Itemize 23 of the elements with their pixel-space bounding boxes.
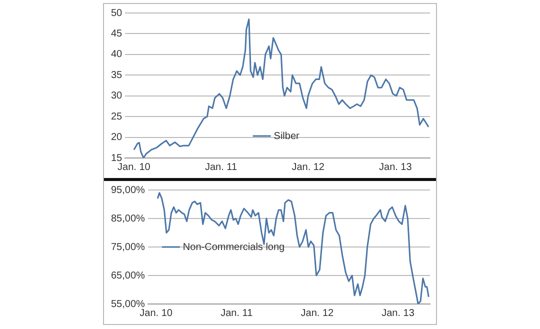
y-tick-label: 75,00% [110, 242, 146, 253]
y-tick-label: 50 [111, 8, 123, 19]
x-tick-label: Jan. 13 [379, 162, 412, 173]
y-tick-label: 65,00% [110, 270, 146, 282]
y-tick-label: 35 [111, 70, 123, 81]
y-tick-label: 45 [111, 28, 123, 40]
x-tick-label: Jan. 10 [140, 308, 173, 319]
x-tick-label: Jan. 12 [292, 162, 325, 173]
x-tick-label: Jan. 11 [204, 162, 238, 173]
y-tick-label: 40 [111, 49, 123, 60]
x-tick-label: Jan. 12 [300, 308, 334, 319]
legend-label: Silber [274, 130, 300, 142]
x-tick-label: Jan. 11 [220, 308, 254, 319]
y-tick-label: 95,00% [110, 184, 146, 196]
y-tick-label: 85,00% [110, 213, 146, 224]
y-tick-label: 15 [111, 152, 123, 164]
y-tick-label: 30 [111, 90, 123, 102]
x-tick-label: Jan. 13 [382, 308, 415, 319]
x-tick-label: Jan. 10 [118, 162, 151, 173]
y-tick-label: 25 [111, 111, 123, 122]
y-tick-label: 20 [111, 132, 123, 144]
y-tick-label: 55,00% [110, 298, 146, 310]
legend-label: Non-Commercials long [182, 242, 285, 253]
